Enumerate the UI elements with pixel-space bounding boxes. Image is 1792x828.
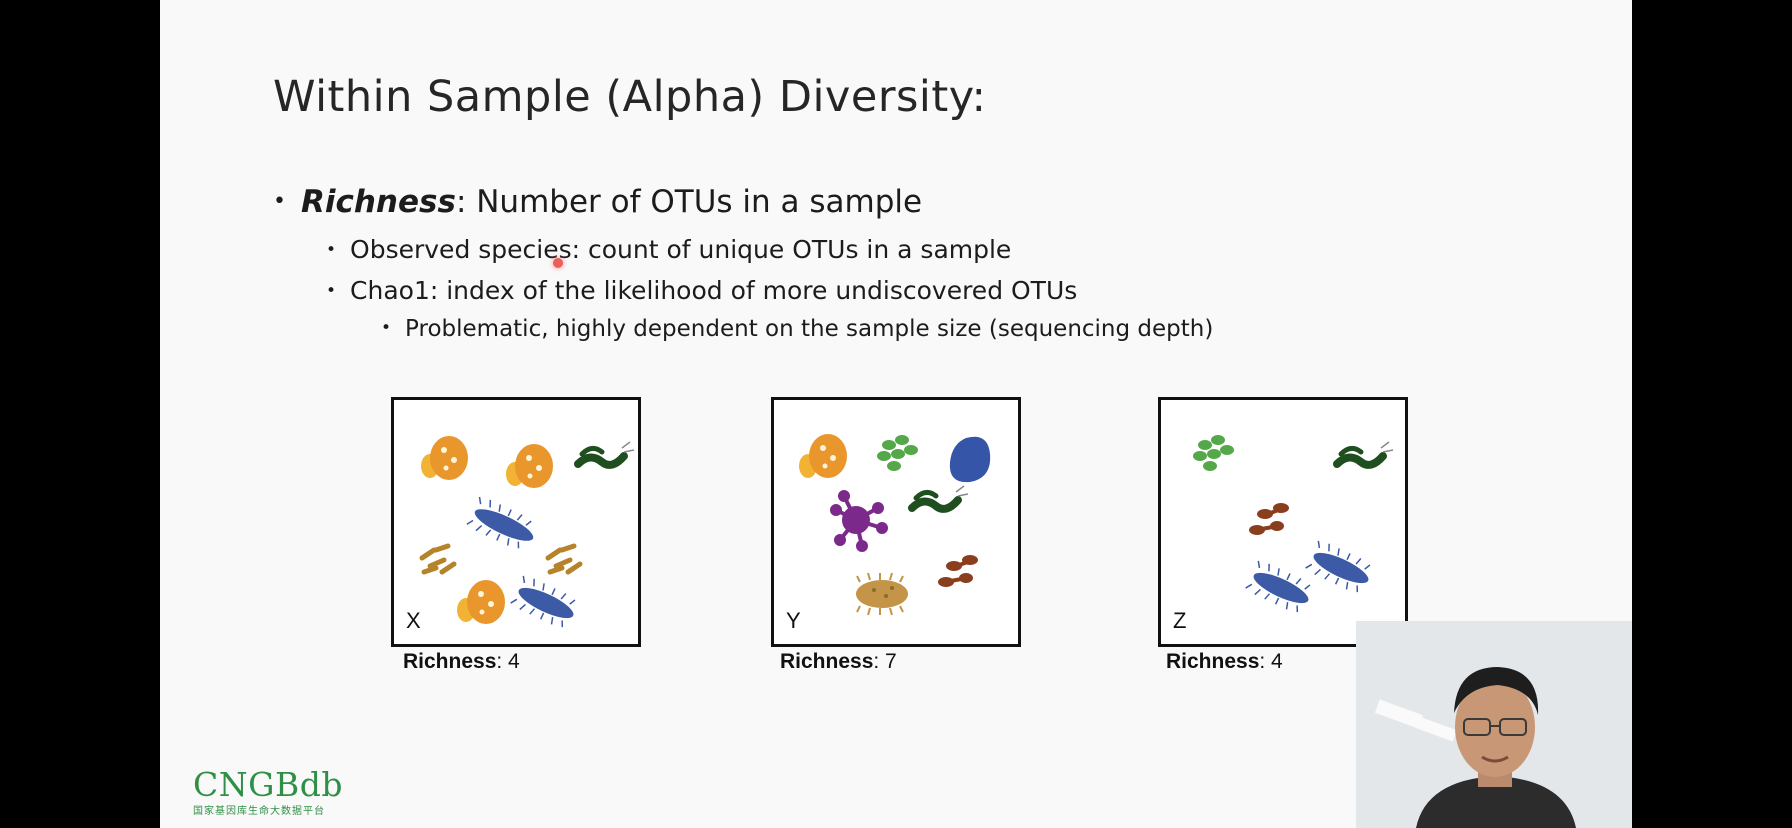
orange-cell-icon <box>506 444 553 488</box>
sample-letter: Y <box>786 608 801 633</box>
blue-bacillus-icon <box>1305 540 1371 593</box>
blue-bacillus-icon <box>1245 560 1311 613</box>
logo-subtitle: 国家基因库生命大数据平台 <box>193 806 325 817</box>
sample-box-z: Z <box>1158 397 1408 647</box>
blue-blob-icon <box>949 436 991 483</box>
richness-label-z: Richness: 4 <box>1166 650 1283 674</box>
bullet-dot: • <box>381 318 392 338</box>
richness-label: Richness <box>780 650 874 673</box>
richness-label: Richness <box>403 650 497 673</box>
richness-term: Richness <box>300 184 456 220</box>
bullet-richness: • Richness: Number of OTUs in a sample <box>273 184 922 220</box>
cngbdb-logo: CNGBdb 国家基因库生命大数据平台 <box>193 765 343 817</box>
slide-title: Within Sample (Alpha) Diversity: <box>273 72 987 122</box>
bullet-problematic: • Problematic, highly dependent on the sa… <box>381 316 1213 342</box>
sample-x-illustration <box>419 436 635 628</box>
presenter-image <box>1356 621 1632 828</box>
orange-cell-icon <box>457 580 505 624</box>
sample-box-x: X <box>391 397 641 647</box>
orange-cell-icon <box>799 434 847 478</box>
richness-value: : 4 <box>1259 650 1283 673</box>
green-worm-icon <box>908 485 969 513</box>
sample-z-illustration <box>1193 435 1394 613</box>
blue-bacillus-icon <box>466 496 534 549</box>
orange-cell-icon <box>421 436 468 480</box>
brown-dumbbell-icon <box>938 555 978 587</box>
green-worm-icon <box>1333 441 1394 469</box>
bullet-observed-species: • Observed species: count of unique OTUs … <box>326 235 1011 264</box>
presenter-video-thumbnail[interactable] <box>1356 621 1632 828</box>
green-worm-icon <box>574 441 635 469</box>
green-cluster-icon <box>1193 435 1234 471</box>
richness-definition: : Number of OTUs in a sample <box>455 184 923 220</box>
chao1-text: Chao1: index of the likelihood of more u… <box>350 276 1078 305</box>
observed-species-text: Observed species: count of unique OTUs i… <box>350 235 1012 264</box>
tan-spiked-icon <box>856 572 908 616</box>
richness-value: : 4 <box>496 650 520 673</box>
purple-virus-icon <box>830 490 888 552</box>
logo-text: CNGBdb <box>193 765 343 804</box>
bullet-dot: • <box>326 281 337 301</box>
bullet-chao1: • Chao1: index of the likelihood of more … <box>326 276 1077 305</box>
brown-rods-icon <box>419 543 457 575</box>
slide: Within Sample (Alpha) Diversity: • Richne… <box>160 0 1632 828</box>
richness-label: Richness <box>1166 650 1260 673</box>
green-cluster-icon <box>877 435 918 471</box>
sample-y-illustration <box>799 434 991 616</box>
problematic-text: Problematic, highly dependent on the sam… <box>405 316 1214 342</box>
richness-value: : 7 <box>873 650 897 673</box>
brown-rods-icon <box>545 543 583 575</box>
sample-box-y: Y <box>771 397 1021 647</box>
brown-dumbbell-icon <box>1249 503 1289 535</box>
richness-label-x: Richness: 4 <box>403 650 520 674</box>
bullet-dot: • <box>326 240 337 260</box>
sample-letter: X <box>406 608 421 633</box>
richness-label-y: Richness: 7 <box>780 650 897 674</box>
laser-pointer-dot <box>553 258 563 268</box>
sample-letter: Z <box>1173 608 1187 633</box>
blue-bacillus-icon <box>510 575 576 628</box>
bullet-dot: • <box>273 189 286 214</box>
